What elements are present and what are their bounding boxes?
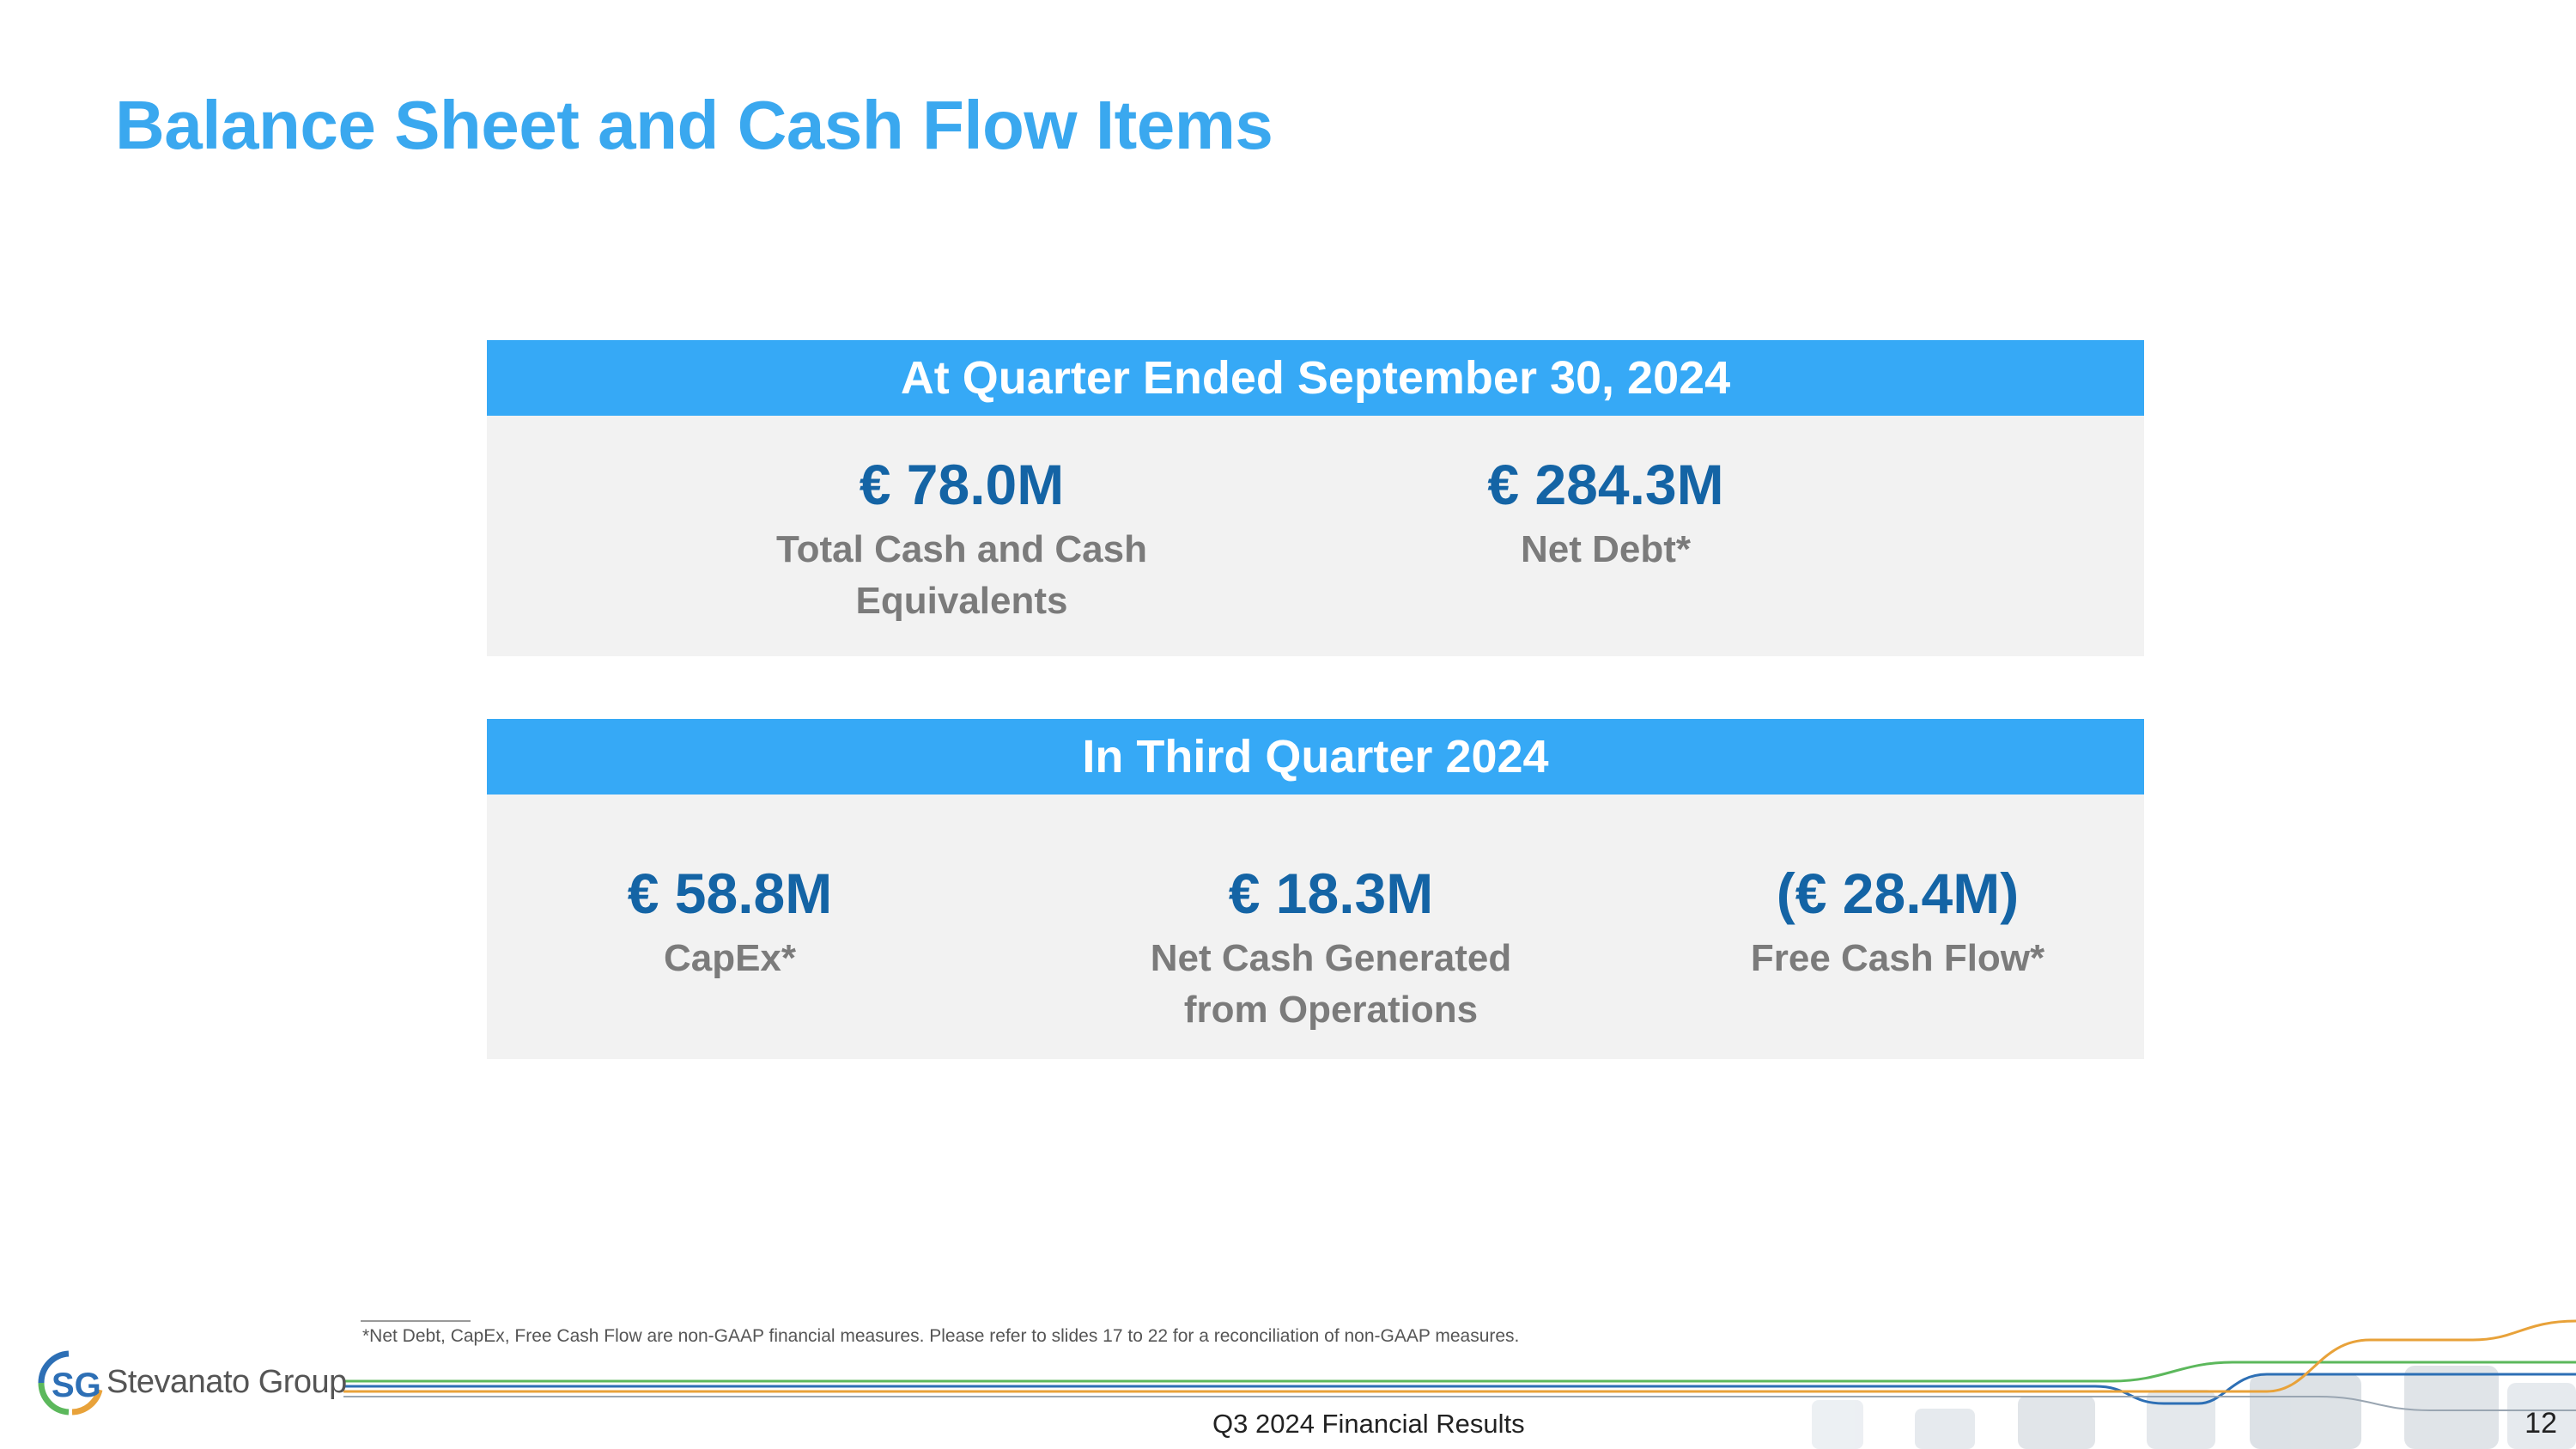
metric-label: Free Cash Flow* xyxy=(1750,937,2045,979)
metric-capex: € 58.8M CapEx* xyxy=(532,859,927,984)
metric-value: € 18.3M xyxy=(1228,861,1434,925)
third-quarter-header: In Third Quarter 2024 xyxy=(487,719,2144,795)
metric-label: Net Debt* xyxy=(1520,528,1692,570)
footnote: *Net Debt, CapEx, Free Cash Flow are non… xyxy=(362,1326,1520,1346)
third-quarter-body: € 58.8M CapEx* € 18.3M Net Cash Generate… xyxy=(487,795,2144,1059)
metric-net-cash-operations: € 18.3M Net Cash Generated from Operatio… xyxy=(1125,859,1537,1036)
quarter-end-body: € 78.0M Total Cash and Cash Equivalents … xyxy=(487,416,2144,656)
vial-illustration xyxy=(1812,1366,2576,1449)
metric-label: CapEx* xyxy=(663,937,797,979)
metric-net-debt: € 284.3M Net Debt* xyxy=(1400,450,1812,575)
metric-value: € 284.3M xyxy=(1487,453,1724,516)
metric-free-cash-flow: (€ 28.4M) Free Cash Flow* xyxy=(1692,859,2104,984)
metric-value: € 58.8M xyxy=(627,861,833,925)
quarter-end-panel: At Quarter Ended September 30, 2024 € 78… xyxy=(487,340,2144,656)
stevanato-logo-icon: SG xyxy=(38,1350,103,1416)
slide-title: Balance Sheet and Cash Flow Items xyxy=(115,87,1273,163)
footnote-divider xyxy=(361,1320,471,1322)
page-number: 12 xyxy=(2524,1407,2557,1440)
metric-label: Total Cash and Cash Equivalents xyxy=(776,528,1147,622)
logo-text: Stevanato Group xyxy=(106,1364,347,1400)
footer-title: Q3 2024 Financial Results xyxy=(1212,1409,1525,1439)
quarter-end-header: At Quarter Ended September 30, 2024 xyxy=(487,340,2144,416)
metric-value: € 78.0M xyxy=(859,453,1065,516)
footer-decorative-lines xyxy=(343,1319,2576,1449)
metric-total-cash: € 78.0M Total Cash and Cash Equivalents xyxy=(756,450,1168,627)
metric-label: Net Cash Generated from Operations xyxy=(1150,937,1512,1031)
metric-value: (€ 28.4M) xyxy=(1776,861,2020,925)
logo-mark: SG xyxy=(52,1367,101,1404)
third-quarter-panel: In Third Quarter 2024 € 58.8M CapEx* € 1… xyxy=(487,719,2144,1059)
